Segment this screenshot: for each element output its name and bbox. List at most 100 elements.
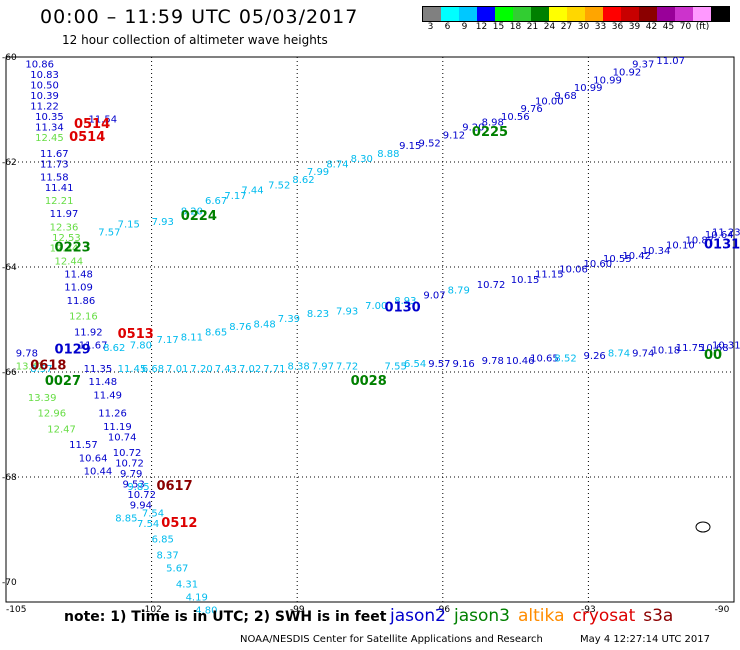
wave-height-value: 12.16	[69, 312, 98, 323]
wave-height-value: 8.74	[326, 159, 348, 170]
wave-height-value: 10.44	[84, 466, 113, 477]
wave-height-value: 10.99	[574, 83, 603, 94]
pass-time-label: 0131	[704, 238, 740, 253]
satellite-legend: jason2 jason3 altika cryosat s3a	[390, 606, 681, 626]
wave-height-value: 10.35	[35, 112, 64, 123]
pass-time-label: 0618	[30, 358, 66, 373]
wave-height-value: 7.01	[166, 364, 188, 375]
wave-height-value: 4.31	[176, 579, 198, 590]
color-scale-label: 6	[444, 22, 451, 32]
wave-height-value: 9.78	[16, 348, 38, 359]
wave-height-value: 10.72	[115, 459, 144, 470]
graticule-grid	[6, 57, 734, 602]
wave-height-value: 8.74	[608, 348, 630, 359]
wave-height-value: 9.37	[632, 60, 654, 71]
wave-height-value: 7.54	[137, 519, 159, 530]
wave-height-value: 13.42	[16, 361, 45, 372]
legend-entry-s3a: s3a	[643, 606, 674, 626]
color-scale-swatch	[549, 7, 567, 21]
latitude-tick-label: -60	[2, 53, 17, 63]
wave-height-value: 9.78	[482, 356, 504, 367]
generated-timestamp: May 4 12:27:14 UTC 2017	[580, 634, 710, 645]
wave-height-value: 11.67	[79, 340, 108, 351]
color-scale-label: 33	[594, 22, 607, 32]
longitude-tick-label: -102	[141, 605, 161, 615]
color-scale-label: 9	[461, 22, 468, 32]
wave-height-value: 11.45	[118, 364, 147, 375]
wave-height-value: 8.20	[181, 207, 203, 218]
wave-height-value: 9.20	[462, 123, 484, 134]
pass-time-label: 00	[704, 348, 722, 363]
color-scale-swatch	[513, 7, 531, 21]
wave-height-value: 12.45	[35, 133, 64, 144]
wave-height-value: 10.74	[108, 432, 137, 443]
island-outline	[695, 521, 711, 533]
wave-height-value: 7.44	[241, 186, 263, 197]
wave-height-value: 7.57	[98, 228, 120, 239]
wave-height-value: 10.83	[30, 70, 59, 81]
wave-height-value: 9.52	[419, 138, 441, 149]
pass-time-label: 0028	[351, 374, 387, 389]
wave-height-value: 8.30	[351, 154, 373, 165]
color-scale-swatch	[693, 7, 711, 21]
pass-time-label: 0512	[161, 516, 197, 531]
wave-height-value: 10.18	[651, 346, 680, 357]
pass-time-label: 0514	[74, 117, 110, 132]
wave-height-value: 7.20	[190, 364, 212, 375]
wave-height-value: 9.79	[120, 469, 142, 480]
wave-height-value: 11.34	[35, 123, 64, 134]
wave-height-value: 5.67	[166, 564, 188, 575]
map-frame	[5, 56, 735, 603]
wave-height-value: 6.67	[205, 196, 227, 207]
color-scale-swatch	[423, 7, 441, 21]
longitude-tick-label: -93	[581, 605, 596, 615]
wave-height-value: 11.92	[74, 327, 103, 338]
wave-height-value: 10.72	[477, 280, 506, 291]
wave-height-value: 8.76	[229, 322, 251, 333]
latitude-tick-label: -62	[2, 158, 17, 168]
legend-entry-jason2: jason2	[390, 606, 446, 626]
wave-height-value: 7.00	[365, 301, 387, 312]
wave-height-value: 10.46	[506, 356, 535, 367]
wave-height-value: 7.15	[118, 220, 140, 231]
wave-height-value: 7.72	[336, 361, 358, 372]
color-scale-swatch	[657, 7, 675, 21]
wave-height-value: 12.21	[45, 196, 74, 207]
wave-height-value: 7.39	[278, 314, 300, 325]
wave-height-value: 6.68	[142, 364, 164, 375]
wave-height-value: 8.98	[482, 117, 504, 128]
wave-height-value: 11.48	[89, 377, 118, 388]
wave-height-value: 7.52	[268, 180, 290, 191]
wave-height-value: 8.48	[254, 319, 276, 330]
wave-height-value: 8.52	[554, 354, 576, 365]
pass-time-label: 0224	[181, 209, 217, 224]
latitude-tick-label: -68	[2, 473, 17, 483]
pass-time-label: 0129	[55, 343, 91, 358]
wave-height-value: 10.39	[30, 91, 59, 102]
latitude-tick-label: -64	[2, 263, 17, 273]
wave-height-value: 8.85	[115, 514, 137, 525]
color-scale-bar	[422, 6, 730, 22]
wave-height-value: 10.00	[535, 96, 564, 107]
color-scale-label: 21	[526, 22, 539, 32]
latitude-tick-label: -66	[2, 368, 17, 378]
wave-height-value: 12.53	[52, 233, 81, 244]
wave-height-value: 9.68	[554, 91, 576, 102]
map-subtitle: 12 hour collection of altimeter wave hei…	[62, 33, 328, 47]
pass-time-label: 0513	[118, 327, 154, 342]
wave-height-value: 7.93	[336, 306, 358, 317]
color-scale-label: 27	[560, 22, 573, 32]
color-scale-swatch	[495, 7, 513, 21]
latitude-tick-label: -70	[2, 578, 17, 588]
wave-height-value: 10.15	[511, 275, 540, 286]
wave-height-value: 10.72	[127, 490, 156, 501]
wave-height-value: 10.86	[25, 60, 54, 71]
wave-height-value: 6.85	[152, 535, 174, 546]
axis-labels: -105 -102 -99 -96 -93 -90 -60 -62 -64 -66 -68 -70	[2, 53, 730, 615]
wave-height-value: 11.58	[40, 172, 69, 183]
wave-height-value: 11.07	[656, 56, 685, 67]
wave-height-value: 12.44	[50, 243, 79, 254]
credit-line: NOAA/NESDIS Center for Satellite Applica…	[240, 634, 543, 645]
wave-height-value: 11.19	[103, 422, 132, 433]
wave-height-value: 11.49	[93, 390, 122, 401]
